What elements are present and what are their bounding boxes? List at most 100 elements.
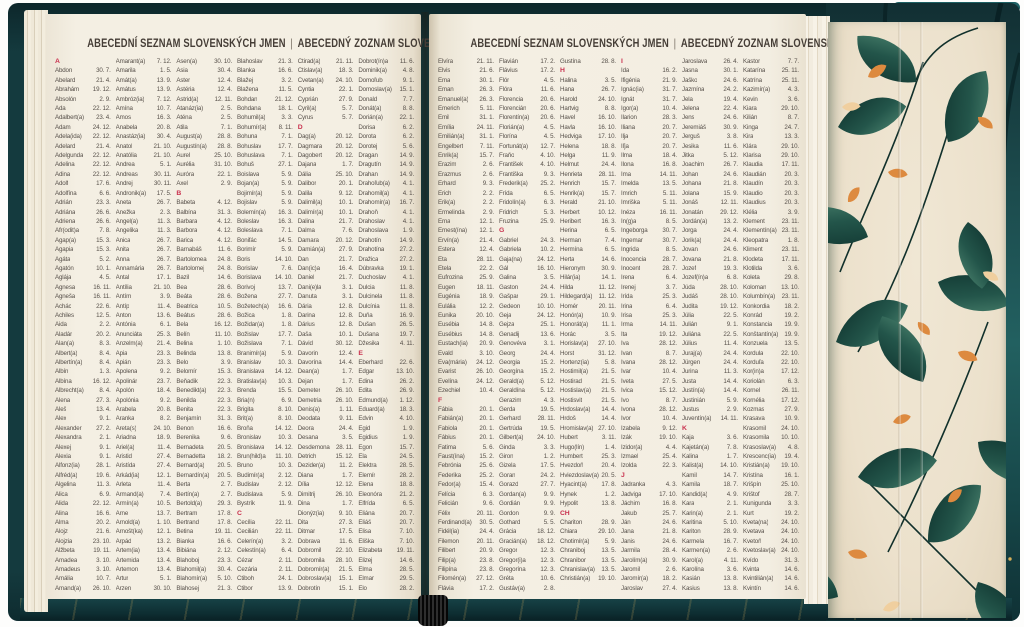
name-entry: Drahotína 27. 2.: [358, 245, 414, 254]
name: Johana: [682, 180, 702, 188]
name: Hilár(ia): [560, 274, 581, 282]
name: Ivana: [621, 359, 636, 366]
name: Kasius: [682, 584, 700, 592]
name-entry: Fortunát(a) 12. 7.: [499, 142, 555, 151]
nameday-date: 25. 1.: [540, 321, 555, 329]
name-entry: Kalist(a) 14. 10.: [682, 461, 738, 470]
nameday-date: 26. 7.: [723, 161, 738, 169]
letter-heading: K: [682, 424, 687, 432]
name: Helmut: [560, 161, 579, 169]
name-entry: Katrína 25. 11.: [743, 76, 799, 85]
name: Benilda: [176, 396, 196, 404]
name-entry: Jozef(ín)a 6. 8.: [682, 273, 738, 282]
nameday-date: 27. 7.: [540, 481, 555, 489]
nameday-date: 21. 5.: [601, 377, 616, 385]
nameday-date: 25. 2.: [540, 180, 555, 188]
name: Hromislav(a): [560, 424, 594, 432]
nameday-date: 28. 12.: [659, 359, 677, 366]
name: Jadviga: [621, 490, 642, 498]
name-entry: Irenej 3. 7.: [621, 283, 677, 292]
nameday-date: 17. 7.: [278, 330, 293, 338]
name: Adelard: [55, 142, 76, 150]
nameday-date: 13. 10.: [781, 283, 799, 291]
nameday-date: 19. 11.: [93, 547, 111, 555]
nameday-date: 11. 4.: [157, 443, 172, 451]
name: Július: [682, 340, 697, 348]
name: Abelard: [55, 76, 76, 84]
name-entry: Brun(hild)a 11. 10.: [237, 452, 293, 461]
nameday-date: 7. 1.: [281, 152, 293, 160]
name: Antím: [115, 293, 132, 301]
nameday-date: 22. 12.: [92, 161, 111, 169]
nameday-date: 12. 4.: [479, 246, 494, 254]
name-entry: Konzuela 13. 5.: [743, 339, 799, 348]
nameday-date: 12. 12.: [335, 481, 354, 489]
name-entry: Boleslav 16. 3.: [237, 217, 293, 226]
name-entry: Egon 15. 7.: [358, 443, 414, 452]
nameday-date: 7. 11.: [479, 142, 494, 150]
name-entry: Hyacint(a) 17. 8.: [560, 480, 616, 489]
nameday-date: 24. 7.: [784, 123, 799, 131]
nameday-date: 3. 1.: [342, 283, 354, 291]
name: Broňa: [237, 424, 253, 432]
name-entry: Bruno 10. 3.: [237, 461, 293, 470]
nameday-date: 14. 6.: [784, 584, 799, 592]
nameday-date: 24. 10.: [781, 547, 799, 555]
name-entry: Arne 13. 7.: [116, 509, 172, 518]
name-entry: Anzelm(a) 21. 4.: [116, 339, 172, 348]
name: Borivoj: [237, 283, 255, 291]
nameday-date: 16. 7.: [399, 199, 415, 207]
name: Alexia: [55, 453, 71, 461]
name-entry: Chranislav(a) 13. 5.: [560, 565, 616, 574]
nameday-date: 30. 9.: [601, 264, 616, 272]
name-entry: Jozef 19. 3.: [682, 264, 738, 273]
nameday-date: 24. 4.: [723, 349, 738, 357]
name: Gilbert(a): [499, 434, 524, 442]
name: Blanka: [237, 67, 256, 75]
name-entry: Artem(ia) 13. 4.: [116, 546, 172, 555]
nameday-date: 10. 12.: [598, 208, 616, 216]
name: Božena: [237, 293, 258, 301]
name: Dražica: [358, 255, 379, 263]
nameday-date: 19. 9.: [784, 321, 799, 329]
name: Apolón: [115, 387, 135, 395]
name: Emil: [438, 114, 450, 122]
nameday-date: 2. 9.: [220, 180, 233, 188]
nameday-date: 18. 2.: [784, 302, 799, 310]
name: Angel(a): [115, 217, 138, 225]
nameday-date: 2. 8.: [543, 584, 555, 592]
name-entry: Dobrotín 15. 1.: [298, 584, 354, 593]
nameday-date: 15. 3.: [96, 246, 111, 254]
nameday-date: 11. 3.: [96, 481, 111, 489]
name-entry: Aristída 27. 4.: [116, 461, 172, 470]
name: Elemír: [358, 471, 376, 479]
nameday-date: 15. 7.: [479, 152, 494, 160]
name-entry: Amát(a) 13. 9.: [116, 76, 172, 85]
name-entry: Jaromír(a) 18. 2.: [621, 574, 677, 583]
name-entry: Babeta 4. 12.: [176, 198, 232, 207]
name-entry: Hortenz(ia) 5. 8.: [560, 358, 616, 367]
nameday-date: 10. 7.: [156, 105, 172, 113]
nameday-date: 11. 9.: [601, 152, 616, 160]
nameday-date: 14. 4.: [601, 406, 616, 414]
name-entry: Kazimír(a) 4. 3.: [743, 85, 799, 94]
name-entry: Amarant(a) 7. 12.: [116, 57, 172, 66]
name: Florentín(a): [499, 114, 530, 122]
nameday-date: 25. 10.: [214, 152, 233, 160]
name: Borislava: [237, 274, 262, 282]
nameday-date: 20. 1.: [479, 415, 494, 423]
nameday-date: 26. 3.: [479, 95, 494, 103]
name: Fraňo: [499, 152, 515, 160]
nameday-date: 13. 6.: [540, 330, 555, 338]
name: Hermína: [560, 246, 583, 254]
nameday-date: 19. 10.: [598, 575, 616, 583]
nameday-date: 17. 8.: [217, 518, 233, 526]
name: Aranka: [115, 415, 135, 423]
nameday-date: 5. 1.: [160, 575, 172, 583]
name: Gabriel: [499, 236, 518, 244]
name: Anna: [115, 255, 130, 263]
nameday-date: 22. 3.: [662, 462, 677, 470]
name-entry: Elizej 14. 6.: [358, 556, 414, 565]
name: Hubert: [560, 434, 578, 442]
nameday-date: 7. 8.: [726, 443, 738, 451]
